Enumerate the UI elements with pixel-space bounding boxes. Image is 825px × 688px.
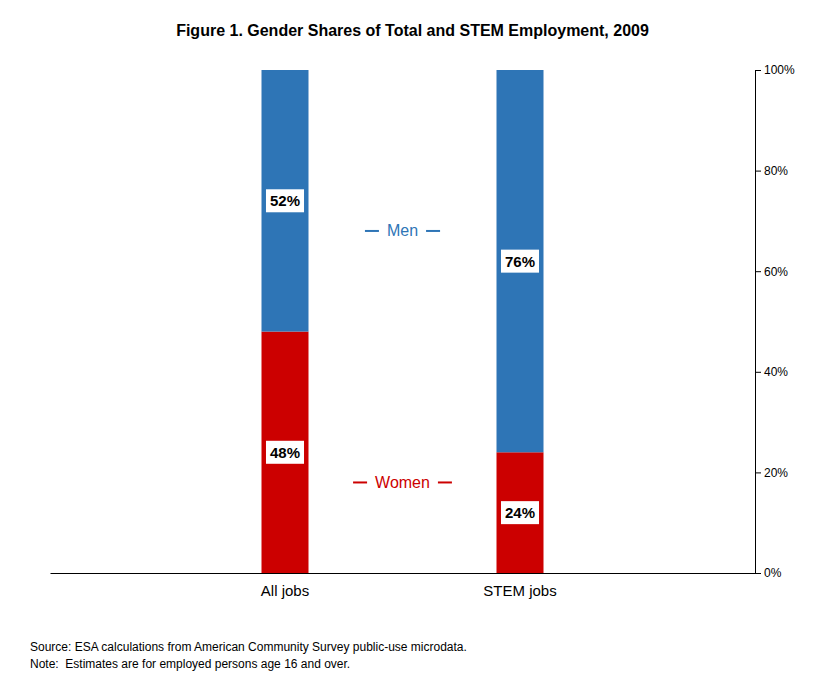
y-tick: 0%	[755, 566, 782, 580]
data-label-group: 76%	[501, 250, 539, 273]
x-axis: All jobs STEM jobs	[51, 573, 756, 599]
legend-swatch	[438, 481, 452, 483]
bar	[262, 332, 309, 573]
y-tick: 40%	[755, 365, 788, 379]
annotation: Note: Estimates are for employed persons…	[30, 657, 350, 671]
data-label-group: 48%	[266, 441, 304, 464]
y-tick-mark	[755, 171, 761, 172]
y-tick-mark	[755, 70, 761, 71]
plot: All jobs STEM jobs 0% 20% 40% 60% 80% 100% 48% 24…	[51, 63, 796, 598]
data-label: 48%	[270, 444, 300, 461]
y-axis-line	[756, 71, 762, 574]
y-tick-mark	[755, 472, 761, 473]
x-tick-label: STEM jobs	[483, 582, 556, 599]
legend: Women Men	[353, 222, 452, 491]
annotations: Source: ESA calculations from American C…	[30, 640, 467, 671]
y-tick-label: 100%	[764, 63, 795, 77]
chart: Figure 1. Gender Shares of Total and STE…	[0, 0, 825, 688]
legend-swatch	[426, 230, 440, 232]
legend-item: Men	[365, 222, 440, 239]
title: Figure 1. Gender Shares of Total and STE…	[176, 22, 649, 39]
y-tick-mark	[755, 573, 761, 574]
y-tick-label: 40%	[764, 365, 788, 379]
data-label: 76%	[505, 253, 535, 270]
legend-label: Men	[387, 222, 418, 239]
data-label-background	[501, 250, 539, 273]
bars	[262, 70, 544, 573]
data-labels: 48% 24% 52% 76%	[266, 189, 539, 524]
y-tick: 20%	[755, 466, 788, 480]
data-label-group: 52%	[266, 189, 304, 212]
x-tick: STEM jobs	[483, 573, 556, 599]
y-tick-label: 20%	[764, 466, 788, 480]
data-label-background	[266, 441, 304, 464]
y-tick: 80%	[755, 164, 788, 178]
y-tick-label: 0%	[764, 566, 782, 580]
y-tick-mark	[755, 372, 761, 373]
legend-label: Women	[375, 474, 430, 491]
data-label: 52%	[270, 192, 300, 209]
y-tick-label: 60%	[764, 265, 788, 279]
x-tick: All jobs	[261, 573, 309, 599]
data-label-group: 24%	[501, 501, 539, 524]
y-tick: 60%	[755, 265, 788, 279]
legend-item: Women	[353, 474, 452, 491]
bar	[497, 452, 544, 573]
data-label: 24%	[505, 504, 535, 521]
data-label-background	[266, 189, 304, 212]
legend-swatch	[353, 481, 367, 483]
bar	[497, 70, 544, 452]
y-tick-mark	[755, 271, 761, 272]
y-axis: 0% 20% 40% 60% 80% 100%	[755, 63, 795, 580]
x-tick-label: All jobs	[261, 582, 309, 599]
y-tick-label: 80%	[764, 164, 788, 178]
bar	[262, 70, 309, 332]
data-label-background	[501, 501, 539, 524]
y-tick: 100%	[755, 63, 795, 77]
annotation: Source: ESA calculations from American C…	[30, 640, 467, 654]
legend-swatch	[365, 230, 379, 232]
x-axis-line	[51, 573, 756, 574]
